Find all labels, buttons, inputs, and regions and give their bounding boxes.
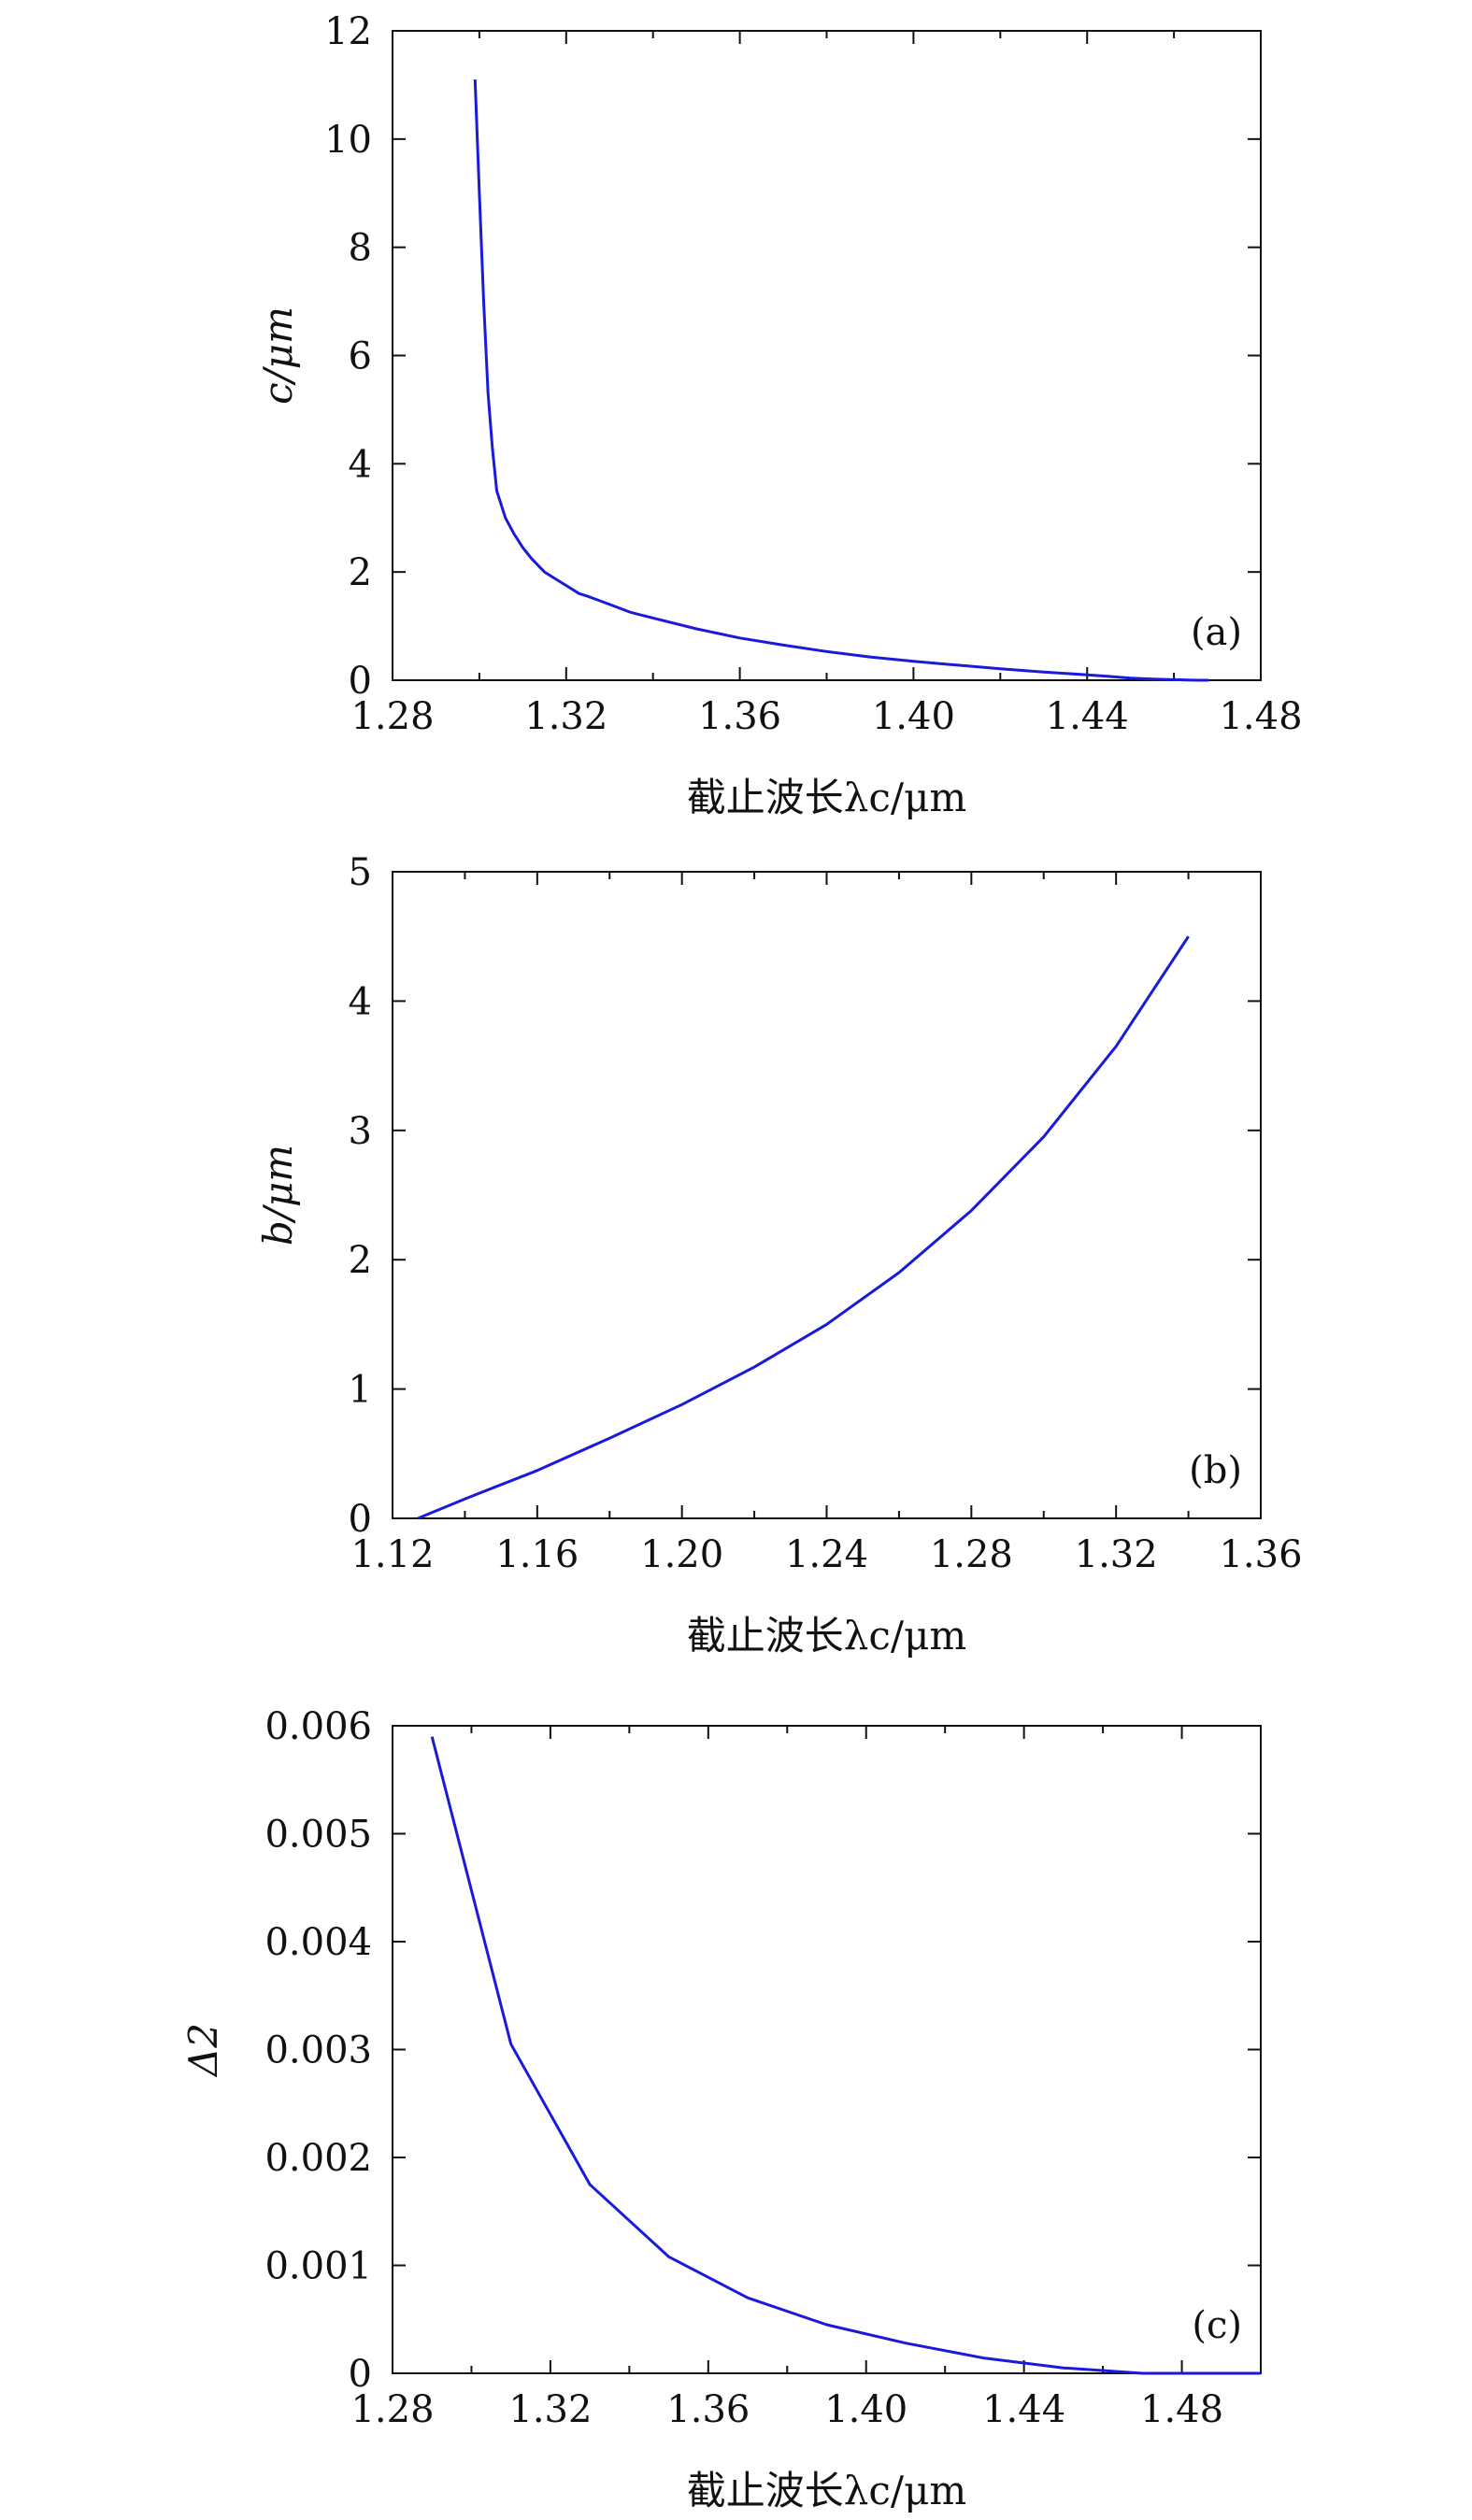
y-tick-label: 0 [349, 1498, 372, 1541]
y-axis-title: c/μm [255, 306, 301, 405]
chart-panel-2: 1.12 1.16 1.20 1.24 1.28 1.32 1.36 0 1 2 3 4 5 截止波长λc… [255, 851, 1303, 1659]
y-tick-label: 6 [349, 335, 372, 378]
x-tick-label: 1.32 [1075, 1533, 1158, 1576]
x-tick-label: 1.12 [350, 1533, 434, 1576]
x-tick-label: 1.16 [495, 1533, 579, 1576]
data-line-series-1 [430, 1736, 1261, 2375]
y-tick-label: 2 [349, 1239, 372, 1282]
plot-frame [392, 1725, 1262, 2374]
y-tick-label: 1 [349, 1369, 372, 1412]
x-tick-label: 1.44 [982, 2388, 1065, 2431]
x-tick-label: 1.48 [1140, 2388, 1223, 2431]
y-tick-label: 0 [349, 2353, 372, 2396]
y-tick-label: 5 [349, 851, 372, 894]
chart-panel-3: 1.28 1.32 1.36 1.40 1.44 1.48 0 0.001 0.002 0.003… [180, 1705, 1262, 2513]
y-tick-label: 8 [349, 227, 372, 270]
panel-label: (b) [1189, 1449, 1242, 1492]
y-tick-label: 12 [324, 10, 372, 53]
x-tick-label: 1.44 [1046, 695, 1129, 738]
y-axis-title: Δ2 [180, 2023, 226, 2078]
y-tick-label: 0.006 [264, 1705, 372, 1748]
x-tick-label: 1.36 [666, 2388, 750, 2431]
x-tick-label: 1.32 [508, 2388, 592, 2431]
x-tick-label: 1.28 [930, 1533, 1013, 1576]
y-tick-label: 10 [324, 119, 372, 162]
x-tick-label: 1.36 [698, 695, 781, 738]
y-tick-label: 0.004 [264, 1921, 372, 1964]
chart-panel-1: 1.28 1.32 1.36 1.40 1.44 1.48 0 2 4 6 8 10 12 截止波长λc/… [255, 10, 1303, 820]
y-tick-label: 0.001 [264, 2245, 372, 2288]
x-tick-label: 1.28 [350, 695, 434, 738]
x-tick-label: 1.20 [640, 1533, 723, 1576]
y-tick-label: 4 [349, 980, 372, 1023]
plot-frame [392, 871, 1262, 1519]
x-axis-title: 截止波长λc/μm [687, 775, 966, 820]
y-tick-label: 2 [349, 551, 372, 594]
y-tick-label: 0.002 [264, 2137, 372, 2180]
plot-frame [392, 30, 1262, 681]
x-tick-label: 1.36 [1219, 1533, 1302, 1576]
x-tick-label: 1.28 [350, 2388, 434, 2431]
data-line-series-1 [417, 935, 1190, 1520]
panel-label: (c) [1192, 2304, 1242, 2347]
y-tick-label: 4 [349, 443, 372, 486]
y-tick-label: 0.003 [264, 2029, 372, 2072]
x-axis-title: 截止波长λc/μm [687, 1613, 966, 1659]
x-tick-label: 1.24 [785, 1533, 868, 1576]
x-tick-label: 1.40 [824, 2388, 907, 2431]
x-tick-label: 1.32 [524, 695, 607, 738]
x-tick-label: 1.48 [1219, 695, 1302, 738]
y-tick-label: 0 [349, 660, 372, 703]
x-tick-label: 1.40 [872, 695, 955, 738]
y-axis-title: b/μm [255, 1145, 301, 1246]
panel-label: (a) [1191, 611, 1242, 654]
data-line-series-1 [473, 79, 1209, 682]
y-tick-label: 0.005 [264, 1814, 372, 1857]
y-tick-label: 3 [349, 1110, 372, 1153]
x-axis-title: 截止波长λc/μm [687, 2468, 966, 2513]
